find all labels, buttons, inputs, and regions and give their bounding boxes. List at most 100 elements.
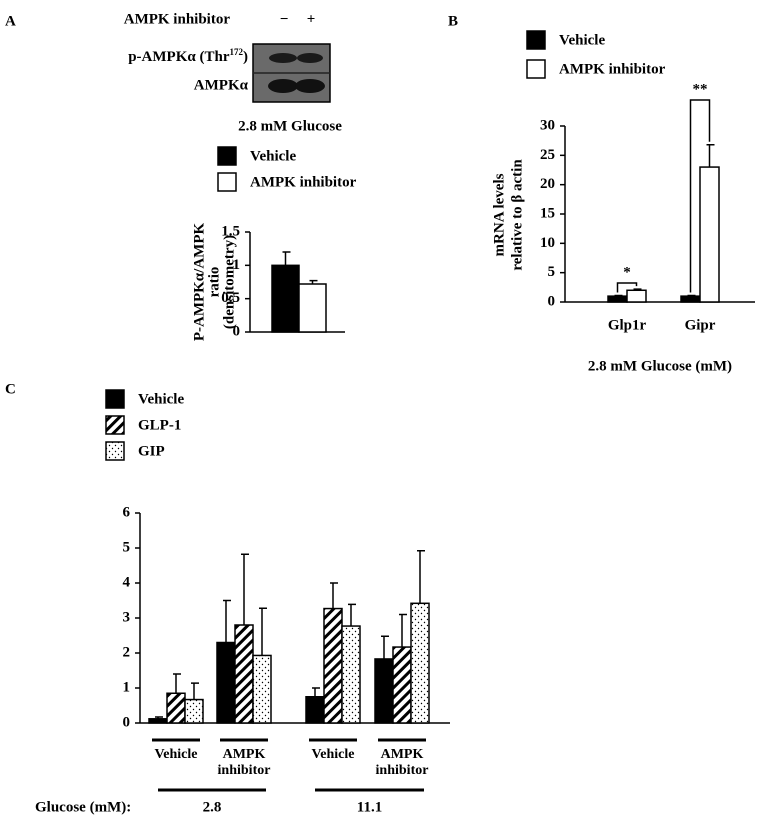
- bar: [680, 295, 701, 303]
- x-tick-label: AMPK inhibitor: [375, 747, 429, 778]
- bar: [699, 166, 720, 303]
- y-tick-label: 1: [233, 257, 241, 273]
- legend-swatch: [217, 146, 237, 166]
- panel-letter: B: [448, 13, 458, 29]
- error-bar: [381, 635, 389, 659]
- subtitle: 2.8 mM Glucose: [238, 118, 342, 134]
- y-tick-label: 1: [123, 679, 131, 695]
- panel-letter: C: [5, 381, 16, 397]
- y-tick-label: 15: [540, 205, 555, 221]
- bar: [323, 607, 343, 724]
- y-tick-label: 2: [123, 644, 131, 660]
- y-tick-label: 0: [548, 293, 556, 309]
- error-bar: [282, 251, 291, 266]
- significance-bracket: [689, 99, 711, 293]
- y-axis-label: relative to β actin: [509, 159, 525, 271]
- error-bar: [399, 613, 407, 648]
- legend-label: Vehicle: [559, 32, 605, 48]
- legend-label: AMPK inhibitor: [559, 61, 666, 77]
- group-label: 11.1: [357, 799, 382, 815]
- legend-label: GLP-1: [138, 417, 181, 433]
- error-bar: [173, 673, 181, 694]
- bar: [305, 696, 325, 724]
- x-tick-label: Vehicle: [154, 747, 198, 762]
- blot-header: AMPK inhibitor: [124, 11, 231, 27]
- significance-label: *: [623, 264, 631, 280]
- bar: [626, 289, 647, 303]
- error-bar: [633, 288, 642, 291]
- y-tick-label: 5: [123, 539, 131, 555]
- blot-row-text: p-AMPKα (Thr: [128, 49, 230, 65]
- panel-letter: A: [5, 13, 16, 29]
- legend-swatch: [526, 59, 546, 79]
- error-bar: [687, 294, 696, 297]
- error-bar: [309, 279, 318, 284]
- x-tick-label: Gipr: [685, 317, 716, 333]
- error-bar: [191, 682, 199, 700]
- error-bar: [417, 550, 425, 604]
- y-axis-label: (densitometry): [221, 235, 237, 329]
- bar: [374, 658, 394, 724]
- bar: [298, 283, 327, 333]
- legend-swatch: [105, 389, 125, 409]
- error-bar: [706, 144, 715, 168]
- bar: [607, 295, 628, 303]
- bar: [341, 625, 361, 724]
- error-bar: [223, 599, 231, 643]
- bar: [234, 624, 254, 724]
- bar: [216, 641, 236, 724]
- error-bar: [241, 553, 249, 625]
- y-tick-label: 5: [548, 264, 556, 280]
- y-tick-label: 1.5: [221, 223, 240, 239]
- legend-label: GIP: [138, 443, 165, 459]
- bar: [271, 264, 300, 333]
- group-axis-label: Glucose (mM):: [35, 799, 131, 815]
- y-tick-label: 3: [123, 609, 131, 625]
- legend-label: Vehicle: [250, 148, 296, 164]
- bar: [184, 698, 204, 724]
- bar: [410, 602, 430, 724]
- y-tick-label: 10: [540, 235, 555, 251]
- legend-swatch: [526, 30, 546, 50]
- y-tick-label: 20: [540, 176, 555, 192]
- y-tick-label: 6: [123, 504, 131, 520]
- bar: [252, 654, 272, 724]
- blot-row-label: p-AMPKα (Thr172): [128, 47, 248, 65]
- legend-label: AMPK inhibitor: [250, 174, 357, 190]
- y-axis-label: P-AMPKα/AMPK: [191, 223, 207, 342]
- x-axis-label: 2.8 mM Glucose (mM): [588, 358, 732, 374]
- y-tick-label: 4: [123, 574, 131, 590]
- group-label: 2.8: [203, 799, 222, 815]
- error-bar: [312, 687, 320, 697]
- y-tick-label: 0: [233, 323, 241, 339]
- blot-row-label: AMPKα: [194, 77, 249, 93]
- x-tick-label: Vehicle: [311, 747, 355, 762]
- error-bar: [155, 716, 163, 719]
- legend-swatch: [217, 172, 237, 192]
- error-bar: [348, 603, 356, 627]
- lane-label: −: [280, 11, 289, 27]
- x-tick-label: AMPK inhibitor: [217, 747, 271, 778]
- bar: [148, 718, 168, 724]
- error-bar: [330, 582, 338, 609]
- x-tick-label: Glp1r: [608, 317, 647, 333]
- y-axis-label: mRNA levels: [491, 173, 507, 256]
- significance-bracket: [616, 282, 638, 293]
- legend-swatch: [105, 415, 125, 435]
- y-tick-label: 30: [540, 117, 555, 133]
- legend-label: Vehicle: [138, 391, 184, 407]
- y-tick-label: 0: [123, 714, 131, 730]
- bar: [392, 646, 412, 724]
- error-bar: [259, 607, 267, 656]
- y-axis-label: ratio: [206, 267, 222, 298]
- legend-swatch: [105, 441, 125, 461]
- lane-label: +: [307, 11, 316, 27]
- y-tick-label: 25: [540, 147, 555, 163]
- blot: [252, 43, 331, 103]
- blot-row-suffix: ): [243, 49, 248, 65]
- blot-row-superscript: 172: [230, 47, 244, 57]
- error-bar: [614, 294, 623, 297]
- bar: [166, 692, 186, 724]
